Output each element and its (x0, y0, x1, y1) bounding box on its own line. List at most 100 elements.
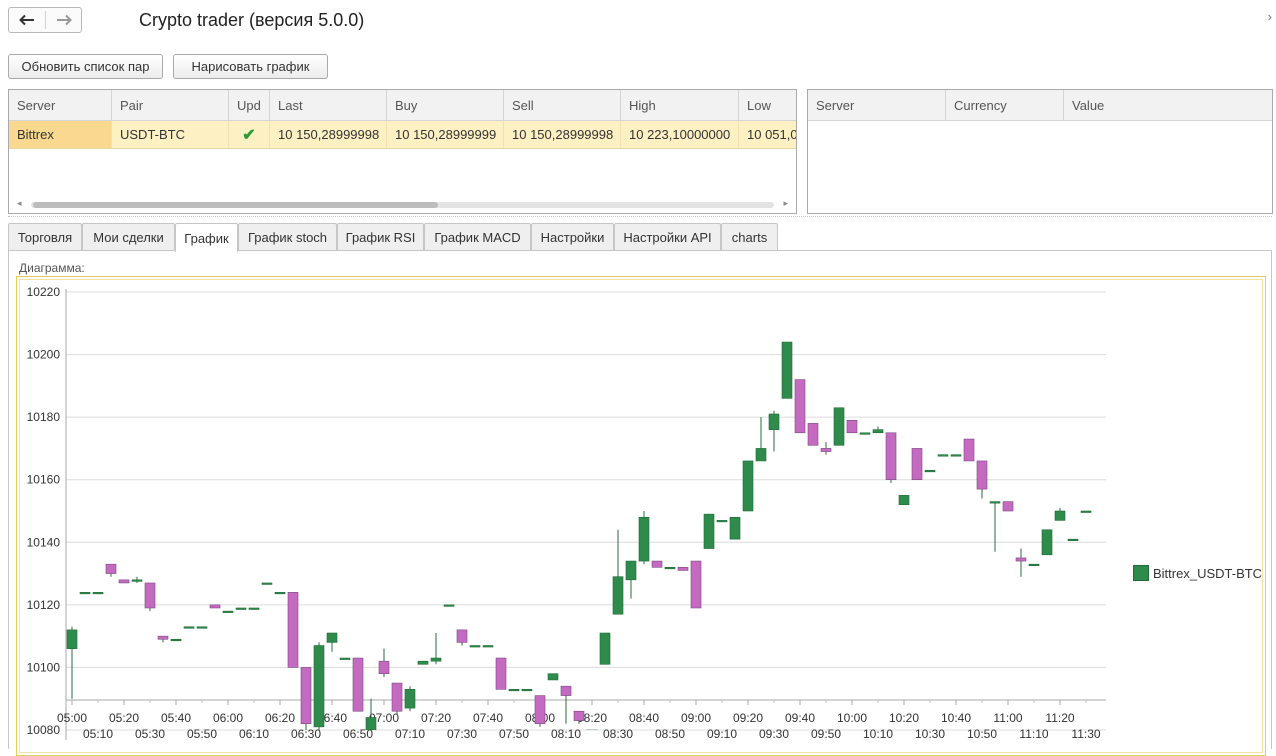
x-tick-label: 05:10 (83, 727, 113, 741)
x-tick-label: 10:30 (915, 727, 945, 741)
cell-pair[interactable]: USDT-BTC (112, 121, 229, 148)
back-button[interactable] (9, 8, 45, 32)
x-tick-label: 08:40 (629, 711, 659, 725)
x-tick-label: 06:10 (239, 727, 269, 741)
draw-chart-button[interactable]: Нарисовать график (173, 54, 328, 79)
column-header-high[interactable]: High (621, 90, 739, 120)
tab-panel (8, 250, 1272, 749)
panel-splitter[interactable] (8, 216, 1272, 217)
candle-body (1015, 557, 1027, 562)
arrow-left-icon (19, 14, 34, 26)
candle-body (911, 448, 923, 481)
candle-body (547, 673, 559, 681)
cell-low[interactable]: 10 051,0 (739, 121, 796, 148)
chevron-right-icon[interactable]: › (1267, 9, 1272, 24)
candle-body (560, 685, 572, 696)
tab-chart[interactable]: График (175, 223, 238, 252)
cell-sell[interactable]: 10 150,28999998 (504, 121, 621, 148)
column-header-low[interactable]: Low (739, 90, 796, 120)
candle-body (79, 592, 91, 595)
candle-body (313, 645, 325, 728)
column-header-server[interactable]: Server (808, 90, 946, 120)
candle-body (92, 592, 104, 595)
candle-body (963, 438, 975, 462)
horizontal-scrollbar[interactable]: ◂ ▸ (15, 198, 790, 209)
tab-charts[interactable]: charts (721, 223, 778, 251)
candle-body (703, 513, 715, 549)
tab-chart-rsi[interactable]: График RSI (337, 223, 424, 251)
tab-chart-macd[interactable]: График MACD (424, 223, 531, 251)
column-header-value[interactable]: Value (1072, 97, 1105, 113)
candles-group (66, 341, 1092, 730)
scrollbar-thumb[interactable] (33, 202, 438, 208)
x-tick-label: 06:30 (291, 727, 321, 741)
candle-body (898, 495, 910, 506)
column-header-server[interactable]: Server (9, 90, 112, 120)
candle-body (859, 432, 871, 435)
x-tick-label: 05:00 (57, 711, 87, 725)
candle-body (534, 695, 546, 725)
nav-separator (45, 11, 46, 29)
table-row[interactable]: Bittrex USDT-BTC ✔ 10 150,28999998 10 15… (9, 121, 796, 149)
candle-body (1041, 529, 1053, 556)
cell-last[interactable]: 10 150,28999998 (270, 121, 387, 148)
chart-legend: Bittrex_USDT-BTC (1133, 565, 1262, 581)
cell-buy[interactable]: 10 150,28999999 (387, 121, 504, 148)
candle-body (391, 682, 403, 712)
x-tick-label: 06:20 (265, 711, 295, 725)
candle-body (209, 604, 221, 609)
x-tick-label: 09:50 (811, 727, 841, 741)
column-header-last[interactable]: Last (270, 90, 387, 120)
cell-high[interactable]: 10 223,10000000 (621, 121, 739, 148)
column-header-sell[interactable]: Sell (504, 90, 621, 120)
column-header-currency[interactable]: Currency (946, 90, 1064, 120)
tab-api-settings[interactable]: Настройки API (614, 223, 721, 251)
tab-trading[interactable]: Торговля (8, 223, 82, 251)
legend-swatch (1133, 565, 1149, 581)
candle-body (1054, 510, 1066, 521)
x-tick-label: 05:30 (135, 727, 165, 741)
scroll-right-icon[interactable]: ▸ (783, 198, 788, 208)
candle-body (937, 454, 949, 457)
x-tick-label: 11:10 (1019, 727, 1048, 741)
candle-body (170, 638, 182, 642)
x-tick-label: 10:00 (837, 711, 867, 725)
candle-body (66, 629, 78, 649)
candle-body (144, 582, 156, 609)
candle-body (196, 626, 208, 629)
candle-body (1080, 510, 1092, 513)
x-tick-label: 11:30 (1071, 727, 1100, 741)
candle-body (846, 419, 858, 434)
tab-settings[interactable]: Настройки (531, 223, 614, 251)
refresh-pairs-button[interactable]: Обновить список пар (8, 54, 163, 79)
x-tick-label: 09:00 (681, 711, 711, 725)
y-tick-label: 10100 (27, 660, 61, 674)
column-header-upd[interactable]: Upd (229, 90, 270, 120)
x-tick-label: 07:10 (395, 727, 425, 741)
arrow-right-icon (57, 14, 72, 26)
y-tick-label: 10160 (27, 473, 61, 487)
candle-body (833, 407, 845, 446)
candle-body (1067, 538, 1079, 541)
candle-body (768, 413, 780, 430)
candle-body (807, 423, 819, 446)
candle-body (508, 689, 520, 692)
forward-button[interactable] (46, 8, 82, 32)
history-nav (8, 7, 82, 33)
column-header-pair[interactable]: Pair (112, 90, 229, 120)
candle-body (378, 660, 390, 674)
scroll-left-icon[interactable]: ◂ (17, 198, 22, 208)
x-tick-label: 09:40 (785, 711, 815, 725)
candle-body (976, 460, 988, 490)
cell-server[interactable]: Bittrex (9, 121, 112, 148)
cell-upd[interactable]: ✔ (229, 121, 270, 148)
candle-body (339, 657, 351, 660)
pairs-table: Server Pair Upd Last Buy Sell High Low B… (8, 89, 797, 214)
candle-body (287, 592, 299, 668)
tab-chart-stoch[interactable]: График stoch (238, 223, 337, 251)
candle-body (521, 689, 533, 692)
x-tick-label: 10:20 (889, 711, 919, 725)
column-header-buy[interactable]: Buy (387, 90, 504, 120)
tab-my-deals[interactable]: Мои сделки (82, 223, 175, 251)
